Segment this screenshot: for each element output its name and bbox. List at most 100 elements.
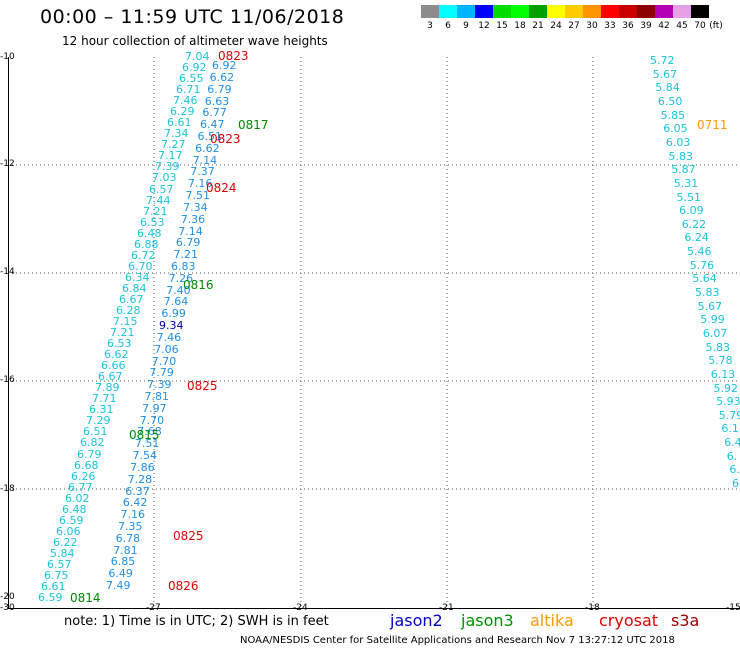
legend-swatch bbox=[439, 5, 457, 18]
wave-height-value: 6.79 bbox=[175, 236, 201, 250]
wave-height-value: 6.51 bbox=[83, 425, 108, 439]
wave-height-value: 5.92 bbox=[713, 381, 739, 395]
wave-height-value: 9.34 bbox=[159, 319, 184, 332]
wave-height-value: 7.29 bbox=[86, 414, 111, 428]
legend-value: 42 bbox=[658, 21, 670, 31]
pass-time-label: 0815 bbox=[129, 428, 160, 442]
y-tick-label: -14 bbox=[0, 267, 15, 277]
wave-height-value: 5.99 bbox=[700, 313, 725, 327]
wave-height-value: 6.53 bbox=[140, 215, 165, 229]
wave-height-value: 7.21 bbox=[143, 204, 168, 218]
legend-swatch bbox=[547, 5, 565, 18]
legend-value: 12 bbox=[478, 21, 490, 31]
wave-height-value: 7.17 bbox=[158, 149, 183, 163]
satellite-name: altika bbox=[530, 611, 574, 630]
wave-height-value: 6.22 bbox=[53, 535, 78, 549]
y-tick-label: -20 bbox=[0, 592, 15, 602]
wave-height-value: 6.42 bbox=[122, 496, 148, 510]
wave-height-value: 7.27 bbox=[161, 138, 186, 152]
wave-height-value: 6.13 bbox=[710, 367, 736, 381]
wave-height-value: 5.72 bbox=[650, 54, 675, 67]
legend-value: 39 bbox=[640, 21, 652, 31]
wave-height-value: 6.29 bbox=[170, 105, 195, 119]
map-subtitle: 12 hour collection of altimeter wave hei… bbox=[62, 34, 328, 48]
pass-time-label: 0711 bbox=[697, 118, 728, 132]
y-tick-label: -12 bbox=[0, 159, 15, 169]
wave-height-value: 6.31 bbox=[89, 403, 114, 417]
legend-value: 3 bbox=[427, 21, 433, 31]
legend-swatch bbox=[673, 5, 691, 18]
wave-height-value: 5.64 bbox=[692, 272, 717, 286]
wave-height-value: 6.57 bbox=[47, 557, 72, 571]
wave-height-value: 5.79 bbox=[718, 408, 740, 422]
legend-swatch bbox=[421, 5, 439, 18]
wave-height-value: 6.88 bbox=[134, 237, 159, 251]
legend-values: 3 6 9 12 15 18 21 24 27 30 33 36 39 42 45 70 (ft) bbox=[421, 21, 726, 31]
credit-line: NOAA/NESDIS Center for Satellite Applica… bbox=[240, 635, 675, 646]
wave-height-value: 7.15 bbox=[113, 315, 138, 328]
legend-value: 30 bbox=[586, 21, 598, 31]
wave-height-value: 7.36 bbox=[180, 212, 206, 226]
wave-height-value: 6.85 bbox=[110, 555, 136, 569]
wave-height-value: 6.72 bbox=[131, 248, 156, 262]
wave-height-value: 6.66 bbox=[101, 359, 126, 373]
wave-height-value: 6.1 bbox=[721, 422, 739, 436]
wave-height-value: 6.61 bbox=[41, 580, 66, 593]
wave-height-value: 6.70 bbox=[128, 259, 153, 273]
wave-height-value: 6.48 bbox=[62, 502, 87, 516]
wave-height-value: 6.77 bbox=[202, 106, 227, 120]
legend-value: 6 bbox=[445, 21, 451, 31]
wave-height-value: 6.59 bbox=[59, 513, 84, 527]
wave-height-value: 6. bbox=[732, 477, 740, 490]
satellite-name: jason3 bbox=[461, 611, 514, 630]
wave-height-value: 6.82 bbox=[80, 436, 105, 450]
x-tick-label: -30 bbox=[0, 603, 15, 613]
plot-frame bbox=[8, 57, 740, 609]
wave-height-value: 7.39 bbox=[155, 160, 180, 174]
wave-height-value: 6.4 bbox=[724, 436, 740, 450]
legend-value: 70 bbox=[694, 21, 706, 31]
wave-height-value: 7.64 bbox=[163, 295, 189, 309]
wave-height-value: 7.51 bbox=[134, 437, 160, 451]
wave-height-value: 6.62 bbox=[209, 70, 235, 84]
legend-swatch bbox=[457, 5, 475, 18]
wave-height-value: 5.76 bbox=[689, 258, 715, 272]
legend-swatch bbox=[565, 5, 583, 18]
wave-height-value: 5.85 bbox=[660, 108, 686, 122]
color-legend: 3 6 9 12 15 18 21 24 27 30 33 36 39 42 45 70 (ft) bbox=[421, 5, 726, 31]
wave-height-value: 6.99 bbox=[161, 307, 186, 321]
wave-height-value: 6.67 bbox=[119, 292, 144, 306]
wave-height-value: 7.26 bbox=[168, 271, 194, 285]
wave-height-value: 7.46 bbox=[156, 330, 182, 344]
wave-height-value: 7.86 bbox=[130, 460, 155, 474]
wave-height-value: 7.37 bbox=[190, 165, 215, 179]
wave-height-value: 6.92 bbox=[212, 59, 237, 72]
wave-height-value: 6. bbox=[726, 449, 738, 463]
wave-height-value: 7.21 bbox=[173, 248, 199, 262]
legend-swatch bbox=[511, 5, 529, 18]
y-tick-label: -16 bbox=[0, 375, 15, 385]
wave-height-value: 6.51 bbox=[197, 129, 223, 143]
wave-height-value: 5.84 bbox=[50, 546, 75, 560]
x-tick-label: -21 bbox=[439, 603, 454, 613]
wave-height-value: 7.16 bbox=[120, 508, 146, 522]
wave-height-value: 6.06 bbox=[56, 524, 81, 538]
wave-height-value: 6.37 bbox=[125, 484, 150, 498]
wave-height-value: 6.26 bbox=[71, 469, 96, 483]
pass-time-label: 0814 bbox=[70, 591, 101, 605]
wave-height-value: 5.93 bbox=[716, 395, 740, 409]
legend-value: 18 bbox=[514, 21, 526, 31]
wave-height-value: 5.51 bbox=[676, 190, 702, 204]
legend-swatch bbox=[691, 5, 709, 18]
wave-height-value: 6.75 bbox=[44, 568, 69, 582]
satellite-name: cryosat bbox=[599, 611, 659, 630]
wave-height-value: 6.62 bbox=[104, 348, 129, 362]
wave-height-value: 7.06 bbox=[154, 342, 179, 356]
wave-height-value: 7.40 bbox=[166, 283, 191, 297]
wave-height-value: 6.07 bbox=[702, 326, 728, 340]
wave-height-value: 6.59 bbox=[38, 591, 63, 604]
wave-height-value: 6.92 bbox=[182, 61, 207, 74]
pass-time-label: 0817 bbox=[238, 118, 269, 132]
wave-height-value: 6.79 bbox=[207, 82, 232, 96]
wave-height-value: 6.03 bbox=[665, 135, 691, 149]
